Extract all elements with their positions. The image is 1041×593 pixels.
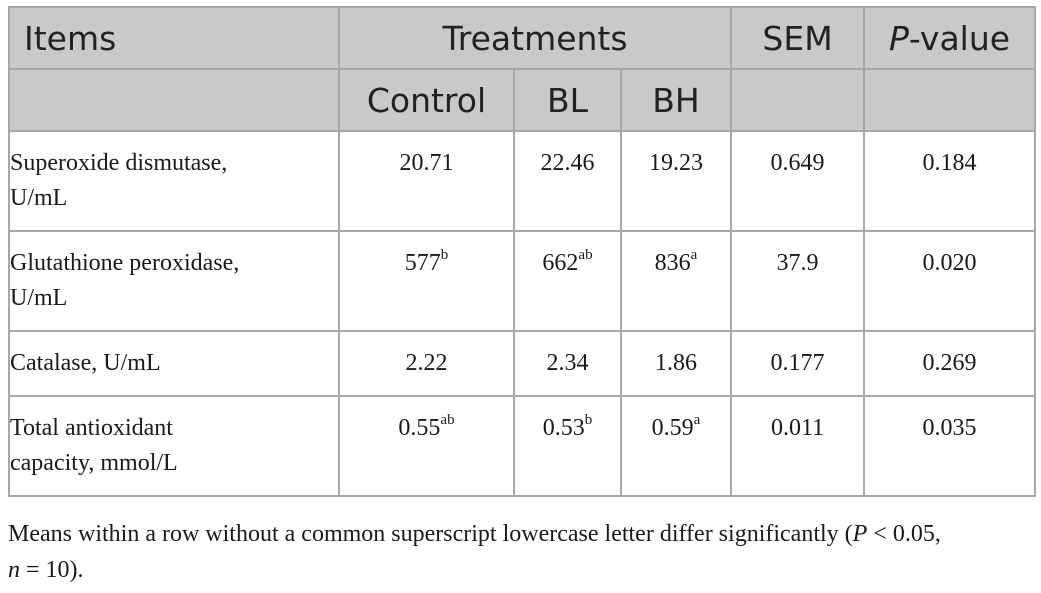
- cell-value: 1.86: [655, 350, 698, 376]
- header-row-1: Items Treatments SEM P-value: [8, 6, 1037, 70]
- header-bl: BL: [513, 68, 622, 132]
- cell-bl: 0.53b: [513, 395, 622, 497]
- row-label: Catalase, U/mL: [8, 330, 340, 397]
- row-label-line2: U/mL: [10, 185, 68, 211]
- table-row: Glutathione peroxidase, U/mL 577b 662ab 8…: [8, 230, 1037, 332]
- row-label-line1: Catalase, U/mL: [10, 350, 161, 376]
- cell-value: 20.71: [399, 150, 454, 176]
- row-label: Superoxide dismutase, U/mL: [8, 130, 340, 232]
- row-label-line2: U/mL: [10, 285, 68, 311]
- cell-p: 0.035: [863, 395, 1037, 497]
- cell-p: 0.269: [863, 330, 1037, 397]
- cell-bh: 19.23: [619, 130, 733, 232]
- row-label: Total antioxidant capacity, mmol/L: [8, 395, 340, 497]
- cell-control: 577b: [338, 230, 515, 332]
- cell-bh: 1.86: [619, 330, 733, 397]
- cell-bl: 662ab: [513, 230, 622, 332]
- cell-value: 2.22: [405, 350, 448, 376]
- cell-sup: b: [584, 412, 593, 428]
- header-empty-p: [863, 68, 1037, 132]
- table-row: Total antioxidant capacity, mmol/L 0.55ab…: [8, 395, 1037, 497]
- header-items: Items: [8, 6, 340, 70]
- cell-sem: 0.177: [730, 330, 866, 397]
- cell-bl: 22.46: [513, 130, 622, 232]
- header-control: Control: [338, 68, 515, 132]
- row-label: Glutathione peroxidase, U/mL: [8, 230, 340, 332]
- header-pvalue-p: P: [888, 18, 909, 58]
- row-label-line2: capacity, mmol/L: [10, 450, 178, 476]
- footnote-threshold: < 0.05,: [867, 521, 941, 547]
- table-footnote: Means within a row without a common supe…: [8, 516, 1038, 588]
- cell-control: 20.71: [338, 130, 515, 232]
- header-empty-sem: [730, 68, 866, 132]
- cell-value: 0.53: [542, 415, 585, 441]
- cell-sem: 0.649: [730, 130, 866, 232]
- cell-control: 0.55ab: [338, 395, 515, 497]
- cell-bh: 836a: [619, 230, 733, 332]
- cell-value: 0.55: [398, 415, 441, 441]
- cell-control: 2.22: [338, 330, 515, 397]
- table-row: Catalase, U/mL 2.22 2.34 1.86 0.177 0.26…: [8, 330, 1037, 397]
- cell-sup: b: [440, 247, 449, 263]
- cell-value: 662: [542, 250, 579, 276]
- header-sem: SEM: [730, 6, 866, 70]
- data-table-container: Items Treatments SEM P-value Control BL …: [8, 6, 1037, 497]
- cell-value: 2.34: [546, 350, 589, 376]
- cell-sup: ab: [440, 412, 455, 428]
- row-label-line1: Superoxide dismutase,: [10, 150, 228, 176]
- cell-value: 19.23: [649, 150, 704, 176]
- cell-p: 0.184: [863, 130, 1037, 232]
- header-empty-items: [8, 68, 340, 132]
- cell-value: 22.46: [540, 150, 595, 176]
- cell-sup: a: [693, 412, 701, 428]
- footnote-count: = 10).: [20, 557, 84, 583]
- header-pvalue-rest: -value: [908, 18, 1011, 58]
- row-label-line1: Glutathione peroxidase,: [10, 250, 240, 276]
- cell-value: 0.59: [651, 415, 694, 441]
- footnote-p: P: [852, 521, 868, 547]
- antioxidant-table: Items Treatments SEM P-value Control BL …: [8, 6, 1037, 497]
- header-row-2: Control BL BH: [8, 68, 1037, 132]
- cell-sup: a: [690, 247, 698, 263]
- cell-sem: 37.9: [730, 230, 866, 332]
- cell-value: 836: [654, 250, 691, 276]
- header-treatments: Treatments: [337, 6, 733, 70]
- cell-bl: 2.34: [513, 330, 622, 397]
- cell-sup: ab: [578, 247, 593, 263]
- cell-sem: 0.011: [730, 395, 866, 497]
- header-bh: BH: [619, 68, 733, 132]
- table-row: Superoxide dismutase, U/mL 20.71 22.46 19…: [8, 130, 1037, 232]
- cell-p: 0.020: [863, 230, 1037, 332]
- footnote-n: n: [8, 557, 20, 583]
- footnote-text: Means within a row without a common supe…: [8, 521, 853, 547]
- header-pvalue: P-value: [863, 6, 1037, 70]
- cell-bh: 0.59a: [619, 395, 733, 497]
- cell-value: 577: [404, 250, 441, 276]
- row-label-line1: Total antioxidant: [10, 415, 173, 441]
